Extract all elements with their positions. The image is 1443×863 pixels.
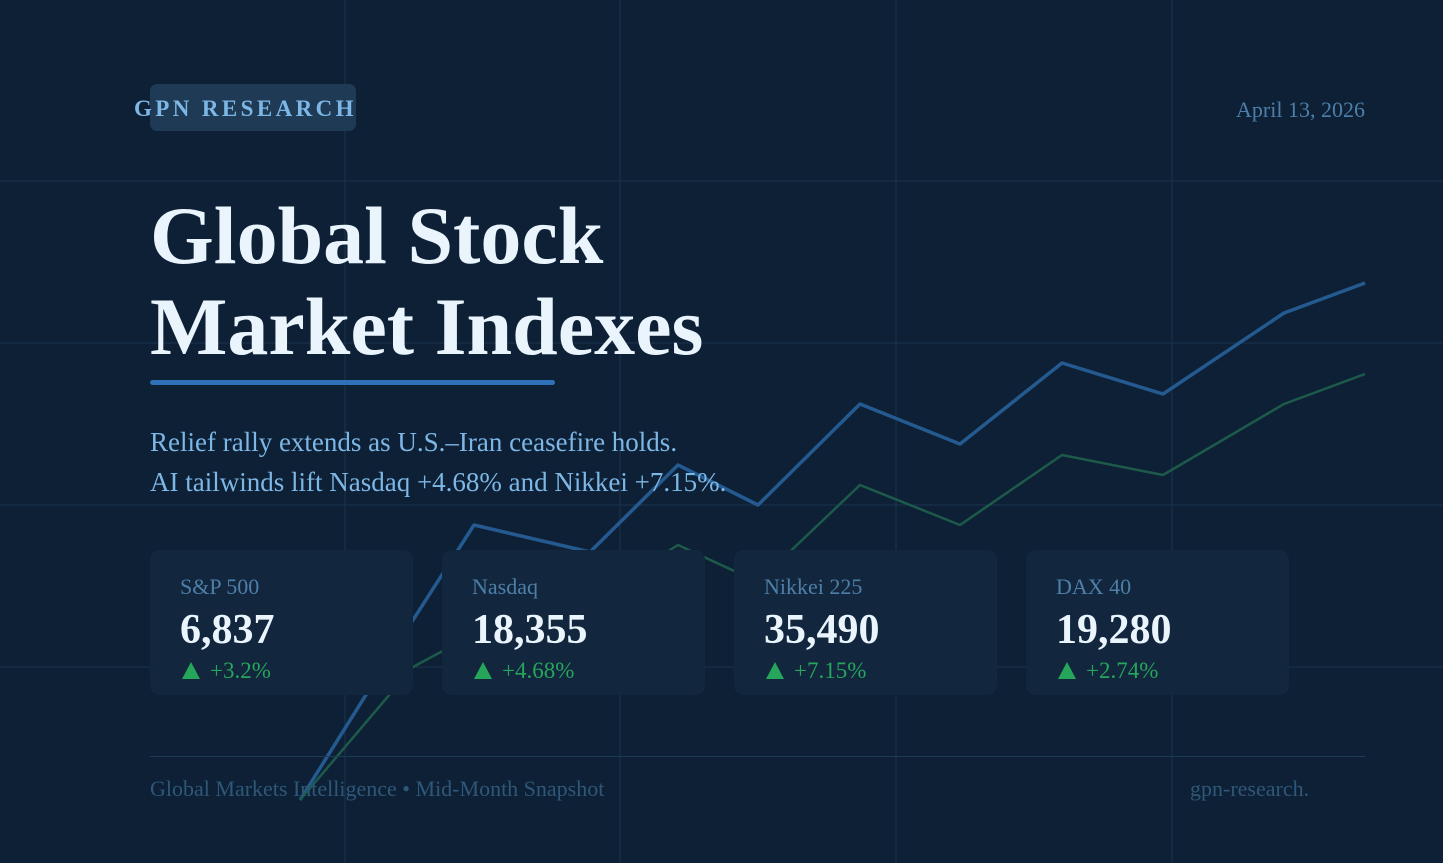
footer-divider bbox=[150, 756, 1365, 757]
footer-tagline: Global Markets Intelligence • Mid-Month … bbox=[150, 776, 605, 801]
index-change-value: +4.68% bbox=[502, 658, 575, 683]
triangle-up-icon bbox=[182, 662, 200, 679]
footer-url: gpn-research. bbox=[1190, 776, 1310, 801]
index-change: +2.74% bbox=[1058, 658, 1158, 684]
index-name: Nasdaq bbox=[472, 574, 538, 599]
index-card-sp500: S&P 500 6,837 +3.2% bbox=[150, 550, 413, 695]
subtitle: Relief rally extends as U.S.–Iran ceasef… bbox=[150, 422, 726, 502]
index-value: 18,355 bbox=[472, 607, 588, 653]
title-line-2: Market Indexes bbox=[150, 281, 704, 372]
index-change: +4.68% bbox=[474, 658, 574, 684]
publish-date: April 13, 2026 bbox=[1236, 97, 1365, 122]
decorative-trend-line-blue bbox=[298, 281, 1366, 801]
triangle-up-icon bbox=[1058, 662, 1076, 679]
triangle-up-icon bbox=[474, 662, 492, 679]
index-name: Nikkei 225 bbox=[764, 574, 863, 599]
index-change: +3.2% bbox=[182, 658, 271, 684]
title-underline bbox=[150, 380, 555, 385]
index-change-value: +7.15% bbox=[794, 658, 867, 683]
index-name: DAX 40 bbox=[1056, 574, 1132, 599]
index-card-nikkei: Nikkei 225 35,490 +7.15% bbox=[734, 550, 997, 695]
index-change-value: +3.2% bbox=[210, 658, 271, 683]
index-name: S&P 500 bbox=[180, 574, 260, 599]
index-card-nasdaq: Nasdaq 18,355 +4.68% bbox=[442, 550, 705, 695]
index-value: 6,837 bbox=[180, 607, 275, 653]
triangle-up-icon bbox=[766, 662, 784, 679]
index-value: 35,490 bbox=[764, 607, 880, 653]
index-card-dax: DAX 40 19,280 +2.74% bbox=[1026, 550, 1289, 695]
title-line-1: Global Stock bbox=[150, 190, 604, 281]
index-change-value: +2.74% bbox=[1086, 658, 1159, 683]
page-title: Global Stock Market Indexes bbox=[150, 190, 703, 372]
index-value: 19,280 bbox=[1056, 607, 1172, 653]
subtitle-line-2: AI tailwinds lift Nasdaq +4.68% and Nikk… bbox=[150, 467, 727, 497]
index-change: +7.15% bbox=[766, 658, 866, 684]
brand-logo-text: GPN RESEARCH bbox=[134, 96, 357, 121]
subtitle-line-1: Relief rally extends as U.S.–Iran ceasef… bbox=[150, 427, 678, 457]
brand-badge bbox=[150, 84, 356, 131]
